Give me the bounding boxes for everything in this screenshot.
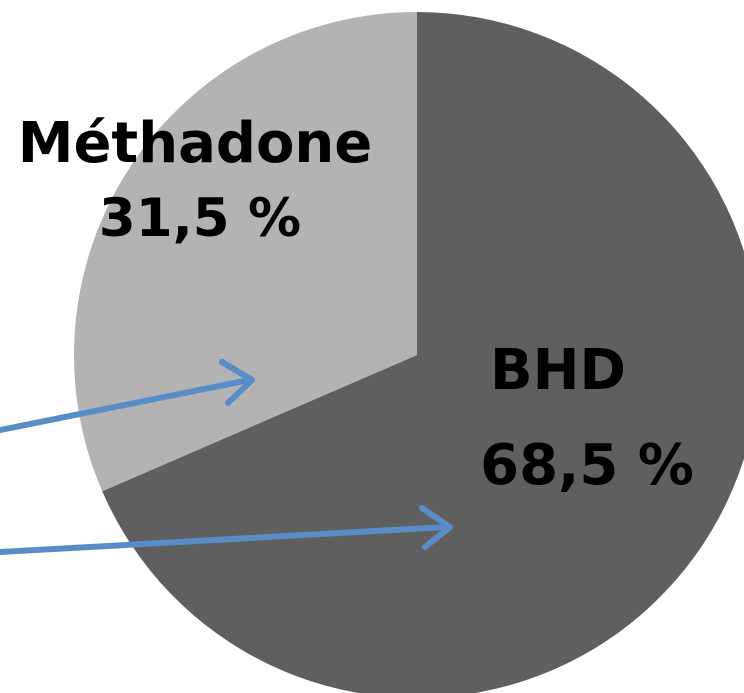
arrow-to-bhd-slice-head: [419, 505, 453, 550]
arrow-to-methadone-slice-head: [219, 359, 255, 406]
bhd-slice-percent: 68,5 %: [480, 433, 694, 498]
pie-slice-m-thadone: [73, 12, 417, 492]
pointer-arrows: [0, 359, 453, 555]
pie-slices: [73, 12, 744, 693]
methadone-slice-name: Méthadone: [18, 111, 373, 176]
methadone-slice-percent: 31,5 %: [99, 188, 301, 249]
arrow-to-bhd-slice: [0, 524, 450, 555]
bhd-slice-name: BHD: [490, 338, 626, 403]
arrow-to-methadone-slice: [0, 377, 252, 433]
slice-labels: Méthadone 31,5 % BHD 68,5 %: [18, 111, 694, 498]
pie-slice-bhd: [102, 12, 744, 693]
